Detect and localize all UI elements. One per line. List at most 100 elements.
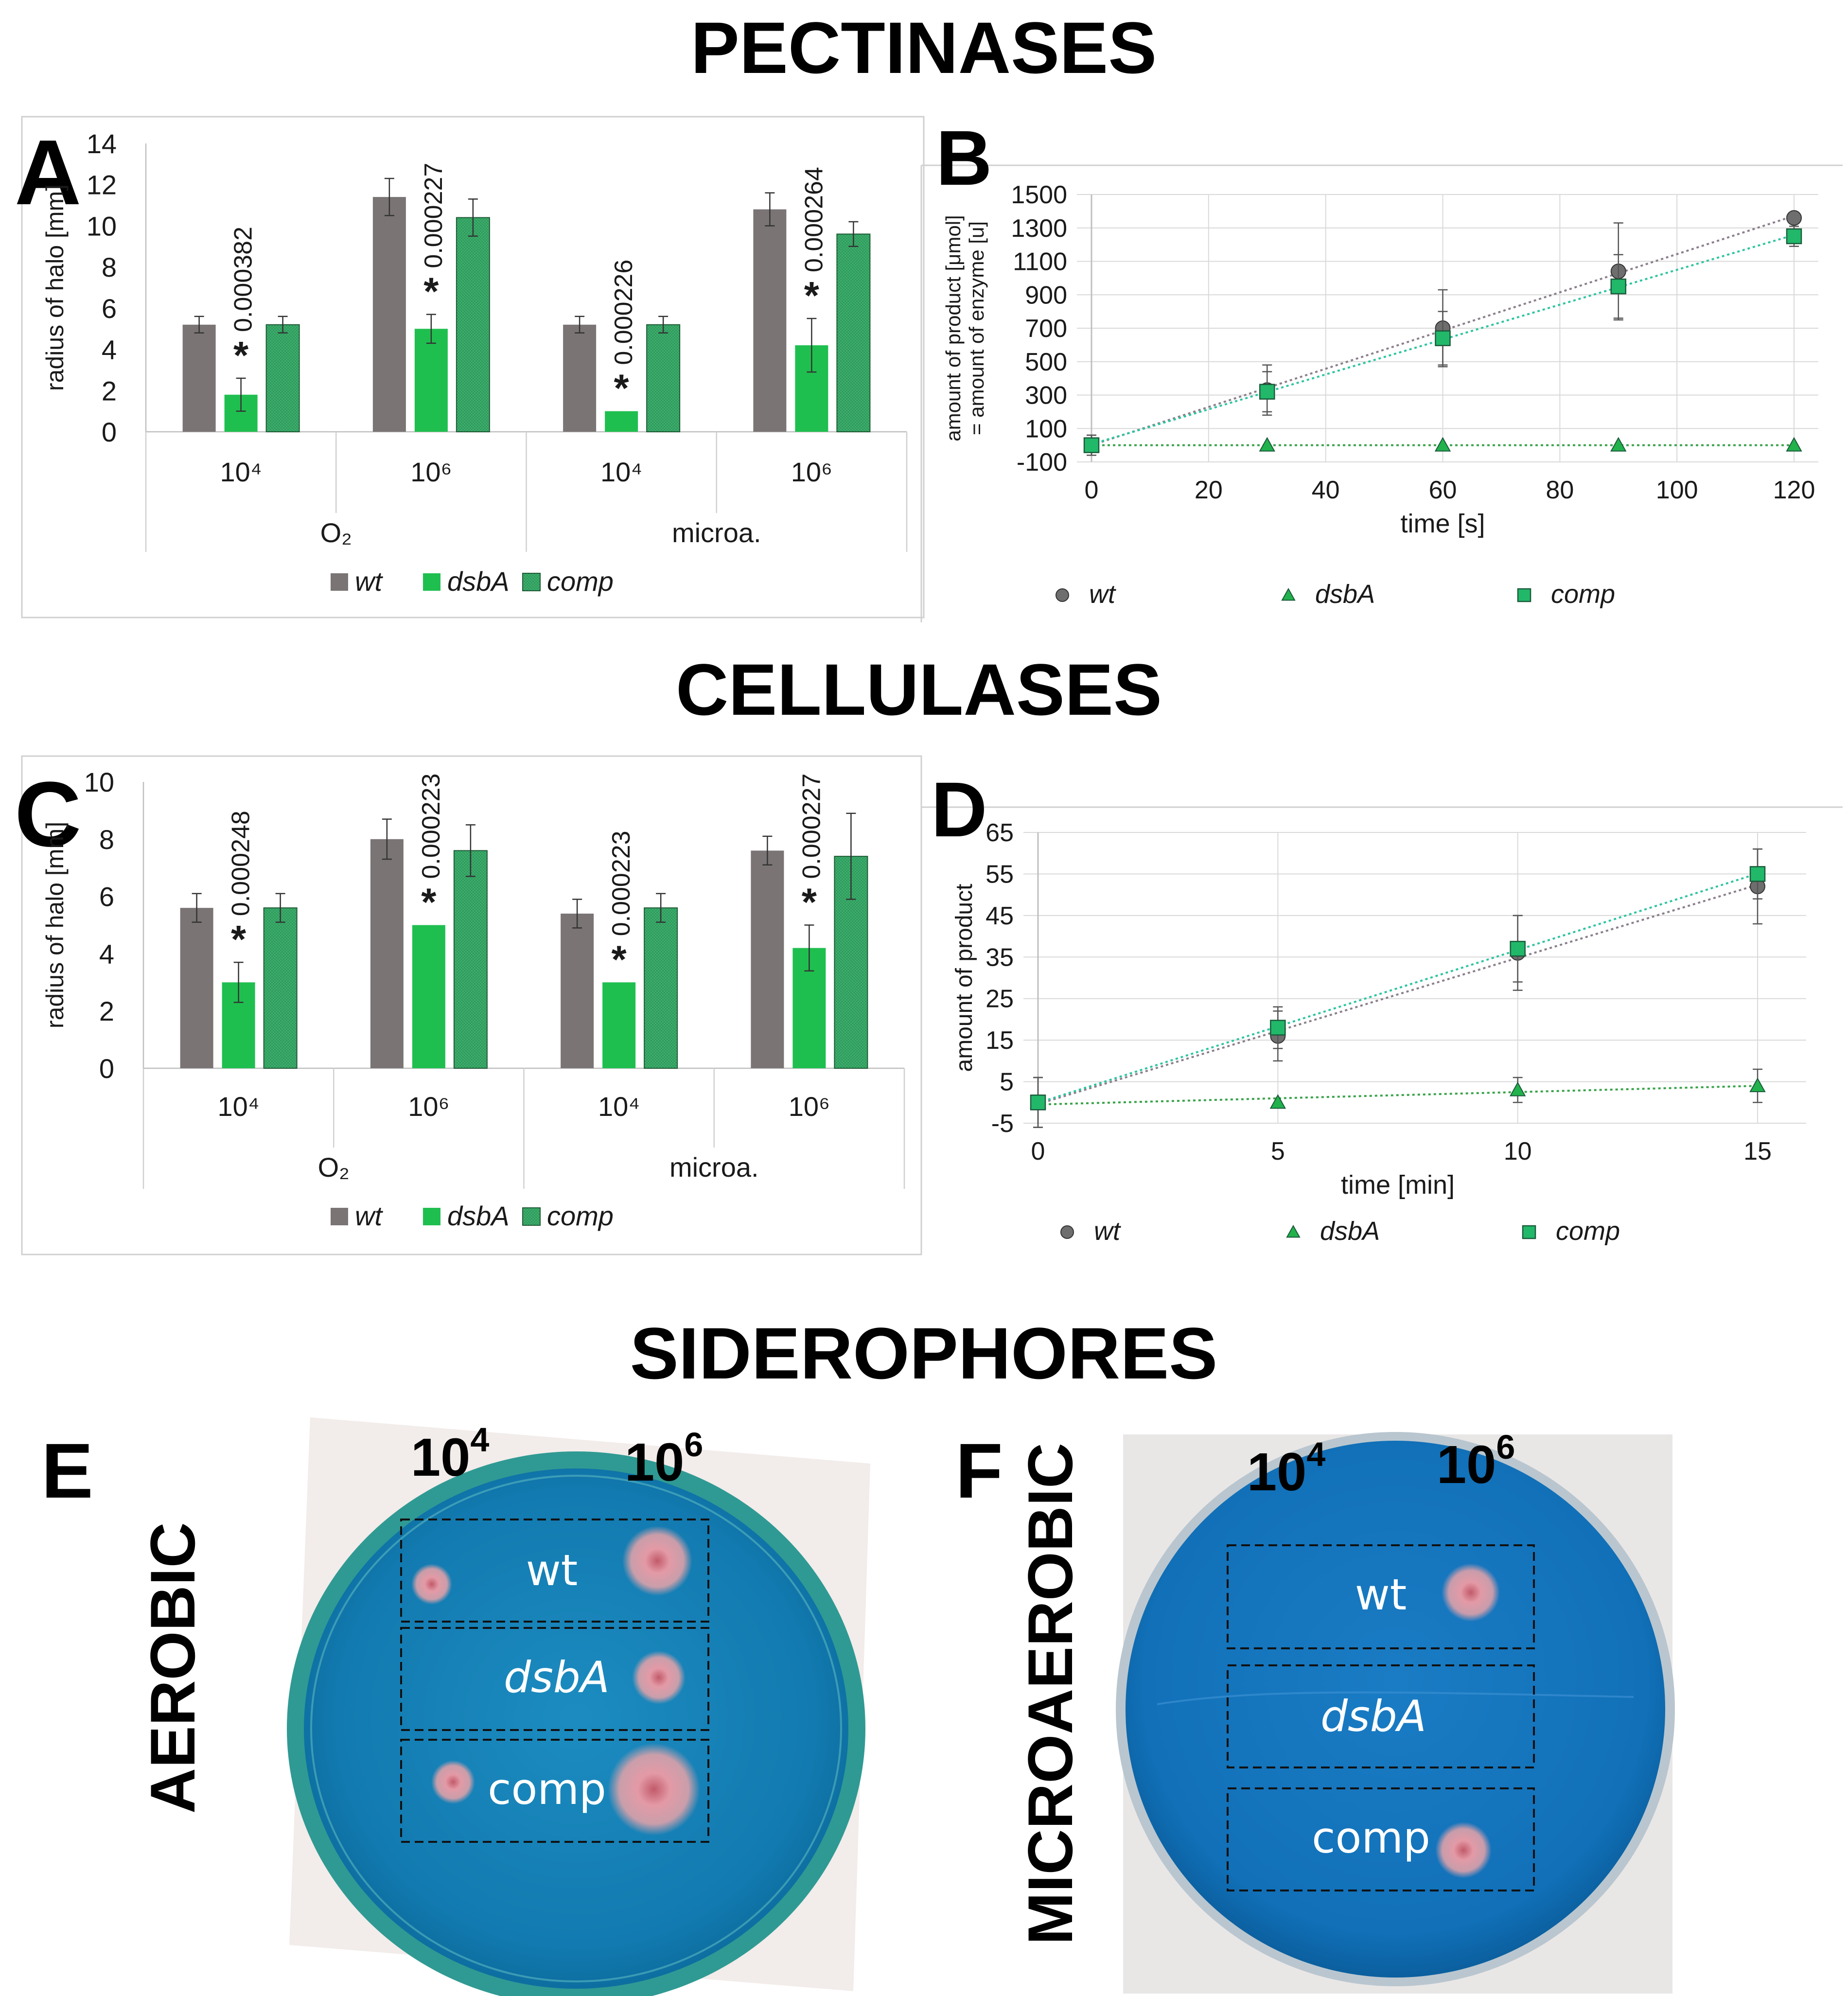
chart-c-bar-comp — [644, 907, 678, 1069]
chart-a-significance-star: * — [423, 270, 439, 313]
orientation-aerobic: AEROBIC — [137, 1522, 208, 1814]
chart-b-x-tick-label: 20 — [1195, 476, 1223, 504]
chart-b-legend-marker-wt — [1056, 588, 1069, 602]
chart-c-significance-star: * — [421, 881, 437, 924]
chart-c-y-tick-label: 4 — [99, 938, 114, 969]
panel-letter-a: A — [15, 121, 81, 224]
chart-a-category-label: 10⁴ — [220, 457, 262, 487]
chart-c-y-tick-label: 2 — [99, 996, 114, 1026]
chart-b-y-tick-label: 300 — [1025, 382, 1067, 410]
chart-b-y-tick-label: 700 — [1025, 315, 1067, 343]
chart-b-point-dsbA — [1434, 437, 1451, 452]
halo-e-wt-low — [411, 1564, 452, 1605]
chart-b-legend-label-wt: wt — [1089, 580, 1116, 609]
chart-b-legend-label-dsbA: dsbA — [1315, 580, 1375, 609]
plate-e-label-dsba: dsbA — [504, 1652, 610, 1702]
plate-e-panel: E AEROBIC wt dsbA comp 104 106 — [41, 1417, 870, 1996]
plate-f-panel: F MICROAEROBIC wt dsbA comp 104 106 — [955, 1427, 1675, 1994]
chart-b-legend-marker-comp — [1517, 588, 1531, 602]
chart-d-x-axis-label: time [min] — [1341, 1170, 1455, 1200]
chart-c-bar-wt — [180, 908, 213, 1068]
chart-b-y-tick-label: -100 — [1017, 448, 1067, 477]
chart-c-bar-dsbA — [602, 982, 636, 1068]
chart-d-y-tick-label: 35 — [986, 943, 1014, 972]
chart-c-category-label: 10⁶ — [408, 1091, 449, 1122]
panel-letter-e: E — [41, 1427, 93, 1514]
chart-b-y-axis-label-2: = amount of enzyme [u] — [965, 221, 988, 435]
chart-c-error-bar-wt — [192, 893, 202, 923]
chart-c-category-label: 10⁴ — [217, 1091, 259, 1122]
chart-a-legend-swatch-dsbA — [423, 573, 440, 591]
chart-b-x-tick-label: 80 — [1546, 476, 1574, 504]
chart-b-legend-marker-dsbA — [1281, 587, 1296, 601]
chart-d-y-tick-label: 45 — [986, 902, 1014, 930]
plate-e-dilution-high: 106 — [625, 1426, 703, 1492]
chart-a-error-bar-comp — [658, 316, 669, 334]
chart-c-error-bar-wt — [382, 818, 392, 860]
chart-a-bar-wt — [563, 324, 597, 432]
chart-c-bar-dsbA — [412, 925, 445, 1068]
plate-f-label-dsba: dsbA — [1320, 1691, 1426, 1741]
chart-b-x-tick-label: 0 — [1085, 476, 1099, 504]
chart-c-error-bar-wt — [572, 899, 582, 929]
plate-e-dish-inner-rim — [310, 1475, 842, 1982]
chart-c-significance-star: * — [231, 918, 246, 961]
chart-a-error-bar-comp — [848, 221, 859, 247]
chart-c-p-value: 0.000223 — [607, 830, 635, 936]
chart-a-category-label: 10⁶ — [410, 457, 452, 487]
halo-e-wt-high — [622, 1526, 692, 1596]
chart-a-y-tick-label: 6 — [102, 293, 117, 324]
orientation-microaerobic: MICROAEROBIC — [1015, 1443, 1086, 1945]
chart-c-error-bar-comp — [275, 893, 285, 923]
chart-b-x-tick-label: 120 — [1773, 476, 1815, 504]
plate-f-label-wt: wt — [1355, 1570, 1407, 1620]
chart-a-legend-label-comp: comp — [547, 566, 614, 597]
plate-f-dilution-high: 106 — [1437, 1428, 1515, 1495]
plate-e-box-wt — [400, 1519, 709, 1623]
chart-b-y-tick-label: 1300 — [1011, 214, 1067, 243]
chart-b-y-tick-label: 100 — [1025, 415, 1067, 443]
chart-d: -5 5 15 25 35 45 55 65 0 5 10 15 time [min] amount of… — [951, 819, 1806, 1246]
chart-a-error-bar-wt — [194, 316, 204, 334]
plate-e-dilution-low: 104 — [411, 1421, 489, 1487]
title-siderophores: SIDEROPHORES — [630, 1312, 1218, 1394]
panel-letter-f: F — [955, 1427, 1003, 1514]
halo-f-wt-high — [1442, 1563, 1500, 1622]
chart-d-point-comp — [1510, 940, 1526, 957]
panel-letter-b: B — [936, 114, 992, 201]
plate-f-box-comp — [1227, 1787, 1535, 1891]
chart-b-y-tick-label: 500 — [1025, 348, 1067, 376]
chart-c-group-label: microa. — [669, 1152, 759, 1183]
plate-f-box-wt — [1227, 1544, 1535, 1649]
chart-c-error-bar-wt — [762, 835, 773, 866]
chart-d-y-tick-label: 55 — [986, 860, 1014, 888]
chart-d-y-tick-label: 15 — [986, 1026, 1014, 1055]
chart-b-x-axis-label: time [s] — [1400, 509, 1485, 538]
panel-letter-c: C — [15, 763, 81, 866]
chart-d-y-tick-label: -5 — [991, 1110, 1014, 1138]
chart-c-p-value: 0.000248 — [227, 811, 255, 916]
chart-c-category-label: 10⁴ — [598, 1091, 640, 1122]
chart-c-y-tick-label: 8 — [99, 824, 114, 855]
halo-e-comp-high — [608, 1743, 700, 1836]
chart-c-category-label: 10⁶ — [789, 1091, 830, 1122]
chart-d-legend-label-dsbA: dsbA — [1320, 1217, 1380, 1246]
chart-c-y-tick-label: 6 — [99, 882, 114, 912]
chart-a-category-label: 10⁶ — [791, 457, 832, 487]
chart-c-error-bar-dsbA — [804, 924, 814, 972]
chart-d-x-tick-label: 15 — [1743, 1137, 1772, 1166]
chart-c-error-bar-comp — [465, 824, 475, 877]
plate-e-box-comp — [400, 1739, 709, 1843]
title-pectinases: PECTINASES — [691, 7, 1157, 88]
chart-a-error-bar-wt — [575, 316, 585, 334]
chart-a-group-label: O₂ — [320, 517, 352, 548]
halo-f-comp-high — [1435, 1822, 1492, 1878]
chart-a-y-tick-label: 8 — [102, 252, 117, 283]
chart-c-group-label: O₂ — [318, 1152, 350, 1183]
chart-a-y-axis-label: radius of halo [mm] — [41, 184, 69, 391]
chart-a-bar-comp — [456, 217, 490, 432]
halo-e-dsba-high — [632, 1651, 686, 1704]
chart-a-legend-swatch-comp — [522, 573, 541, 591]
plate-e-label-wt: wt — [526, 1545, 578, 1595]
